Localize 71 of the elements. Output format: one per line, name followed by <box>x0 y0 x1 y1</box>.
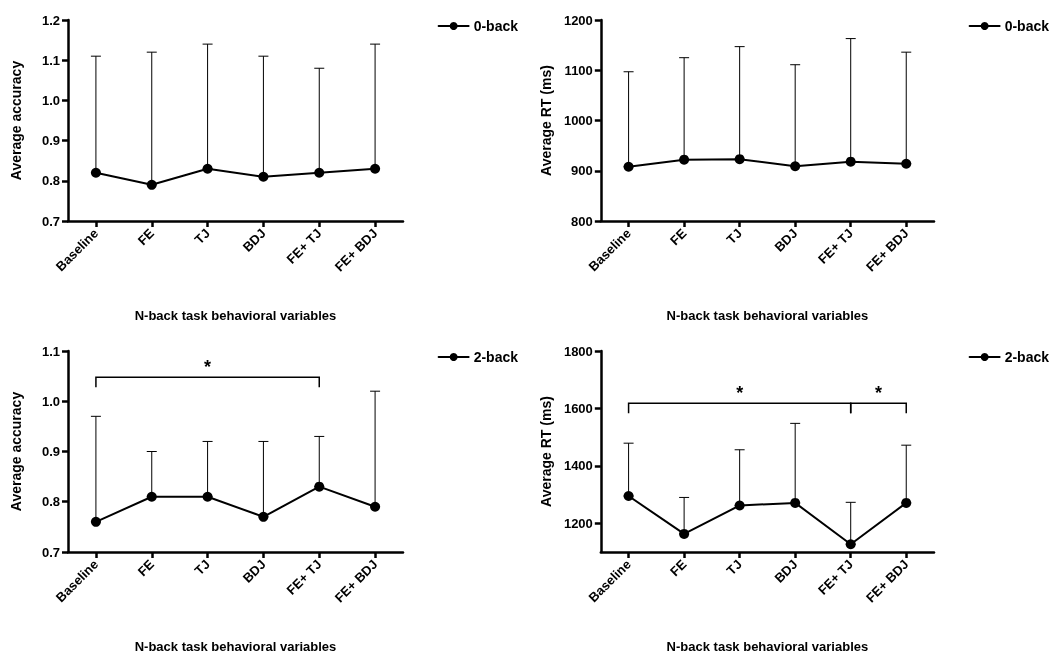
point <box>258 171 269 182</box>
x-tick-label: FE+ TJ <box>815 556 857 598</box>
y-axis-title: Average accuracy <box>8 60 24 181</box>
y-tick-label: 1.1 <box>41 52 60 68</box>
legend-label: 2-back <box>1004 349 1050 365</box>
x-tick-label: FE+ TJ <box>283 225 325 267</box>
annotation: * <box>204 357 212 378</box>
y-tick-label: 1400 <box>563 458 593 474</box>
point <box>901 158 912 169</box>
y-tick-label: 1.0 <box>41 92 60 108</box>
y-axis-title: Average RT (ms) <box>538 65 554 176</box>
point <box>679 528 690 539</box>
point <box>734 500 745 511</box>
y-tick-label: 1800 <box>563 343 593 359</box>
point <box>679 154 690 165</box>
point <box>146 179 157 190</box>
point <box>90 167 101 178</box>
x-axis-title: N-back task behavioral variables <box>666 308 869 323</box>
point <box>90 516 101 527</box>
y-tick-label: 1200 <box>563 12 593 28</box>
point <box>845 156 856 167</box>
point <box>146 491 157 502</box>
y-tick-label: 0.9 <box>41 444 60 459</box>
point <box>623 491 634 501</box>
annotation: * <box>736 383 744 404</box>
point <box>202 163 213 174</box>
y-axis-title: Average RT (ms) <box>538 396 554 507</box>
x-tick-label: TJ <box>723 225 745 248</box>
y-tick-label: 1200 <box>563 515 593 531</box>
y-tick-label: 0.8 <box>41 173 60 189</box>
y-tick-label: 0.7 <box>41 213 60 229</box>
legend-label: 2-back <box>473 349 519 365</box>
x-tick-label: TJ <box>191 556 213 579</box>
x-tick-label: FE+ TJ <box>283 556 325 598</box>
point <box>202 491 213 502</box>
y-tick-label: 1600 <box>563 400 593 416</box>
point <box>258 511 269 522</box>
y-tick-label: 800 <box>571 213 593 229</box>
point <box>370 163 381 174</box>
x-tick-label: FE <box>667 556 690 580</box>
y-tick-label: 1.1 <box>41 343 60 359</box>
y-tick-label: 1100 <box>564 62 593 78</box>
point <box>623 161 634 172</box>
point <box>734 154 745 165</box>
legend-label: 0-back <box>473 18 519 34</box>
point <box>790 161 801 172</box>
x-tick-label: FE <box>667 225 690 249</box>
y-axis-title: Average accuracy <box>8 391 24 512</box>
y-tick-label: 900 <box>571 163 593 179</box>
y-tick-label: 1.2 <box>41 12 60 28</box>
y-tick-label: 0.9 <box>41 133 60 149</box>
y-tick-label: 0.8 <box>41 494 60 510</box>
x-tick-label: FE <box>134 225 158 249</box>
x-axis-title: N-back task behavioral variables <box>666 639 869 654</box>
y-tick-label: 0.7 <box>41 544 60 560</box>
x-tick-label: FE <box>134 556 158 580</box>
y-tick-label: 1000 <box>563 113 593 128</box>
x-axis-title: N-back task behavioral variables <box>134 308 337 323</box>
x-tick-label: FE+ TJ <box>815 225 857 267</box>
point <box>901 497 912 508</box>
point <box>790 497 801 508</box>
annotation: * <box>874 383 882 404</box>
legend-label: 0-back <box>1004 18 1050 34</box>
x-tick-label: TJ <box>191 225 213 248</box>
point <box>314 481 325 492</box>
point <box>845 539 856 550</box>
x-tick-label: TJ <box>723 556 745 579</box>
point <box>314 167 325 178</box>
x-axis-title: N-back task behavioral variables <box>134 639 337 654</box>
y-tick-label: 1.0 <box>41 393 60 409</box>
point <box>370 501 381 512</box>
